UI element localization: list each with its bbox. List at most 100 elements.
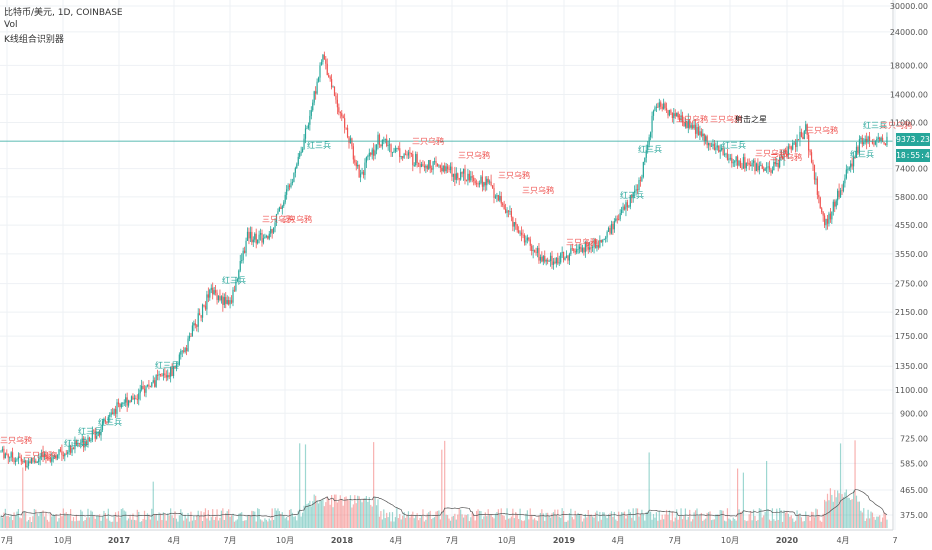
pattern-label: 射击之星 <box>735 114 767 124</box>
volume-bar <box>847 497 849 528</box>
candle-body <box>641 176 643 181</box>
volume-bar <box>571 517 573 528</box>
volume-bar <box>506 508 508 528</box>
volume-bar <box>377 499 379 528</box>
candle-body <box>110 412 112 415</box>
candle-body <box>813 164 816 180</box>
volume-bar <box>293 516 295 528</box>
candle-body <box>219 295 221 301</box>
volume-bar <box>586 517 588 528</box>
volume-bar <box>386 512 388 528</box>
candle-body <box>119 404 121 407</box>
chart-grid <box>0 0 896 530</box>
candle-body <box>217 295 220 300</box>
candle-body <box>228 300 230 305</box>
volume-bar <box>780 510 782 528</box>
volume-bar <box>539 512 541 528</box>
candle-body <box>735 156 737 162</box>
volume-bar <box>394 517 396 528</box>
volume-bar <box>290 508 292 528</box>
volume-bar <box>690 521 692 528</box>
volume-bar <box>597 521 599 528</box>
volume-bar <box>877 516 879 528</box>
candle-body <box>518 230 520 233</box>
candle-body <box>461 172 463 174</box>
candle-body <box>802 136 804 140</box>
pattern-label: 三只乌鸦 <box>458 150 490 160</box>
candle-body <box>664 103 666 109</box>
volume-bar <box>774 520 776 528</box>
candle-body <box>72 448 75 450</box>
volume-bar <box>496 512 498 528</box>
volume-bar <box>80 509 82 528</box>
candle-body <box>837 190 839 201</box>
candle-body <box>629 195 631 207</box>
candle-body <box>610 224 613 234</box>
candle-body <box>291 181 294 184</box>
volume-bar <box>265 519 267 528</box>
candle-body <box>120 403 122 407</box>
candle-body <box>447 166 449 170</box>
volume-bar <box>225 513 227 528</box>
candle-body <box>686 121 688 128</box>
candle-body <box>19 456 21 458</box>
candle-body <box>345 127 347 129</box>
volume-bar <box>428 512 430 528</box>
volume-legend[interactable]: Vol <box>4 20 18 30</box>
price-axis[interactable]: 30000.00 24000.00 18000.00 14000.00 11000.00… <box>890 2 928 520</box>
volume-bar <box>148 514 150 528</box>
volume-bar <box>558 516 560 528</box>
volume-bar <box>631 517 633 528</box>
candle-body <box>757 163 759 171</box>
candle-body <box>551 255 553 265</box>
candle-body <box>557 257 559 264</box>
candle-body <box>373 149 375 156</box>
volume-bar <box>651 519 653 528</box>
candle-body <box>471 176 473 178</box>
candle-body <box>42 452 44 458</box>
candle-body <box>413 165 415 166</box>
volume-bar <box>81 511 83 528</box>
volume-bar <box>113 515 115 528</box>
candle-body <box>832 201 834 212</box>
volume-bar <box>822 513 824 528</box>
candle-body <box>554 261 556 264</box>
candle-body <box>764 168 766 171</box>
candle-body <box>439 165 441 168</box>
candle-body <box>879 137 881 142</box>
symbol-title[interactable]: 比特币/美元, 1D, COINBASE <box>4 8 123 18</box>
candle-body <box>509 211 511 212</box>
volume-bar <box>790 515 792 528</box>
volume-bar <box>876 516 878 528</box>
candle-body <box>766 167 768 169</box>
candle-body <box>13 457 15 462</box>
volume-bar <box>252 511 254 528</box>
volume-bar <box>786 510 788 528</box>
time-axis[interactable]: 7月 10月 2017 4月 7月 10月 2018 4月 7月 10月 2019 4月 7月 10月 20… <box>0 536 897 545</box>
candle-body <box>534 250 536 252</box>
volume-bar <box>361 502 363 528</box>
candle-body <box>109 414 111 417</box>
volume-bar <box>670 520 672 528</box>
volume-bar <box>117 511 120 528</box>
volume-bar <box>826 493 829 528</box>
volume-bar <box>312 501 314 528</box>
volume-bar <box>451 516 453 528</box>
candle-body <box>596 245 598 249</box>
volume-bar <box>273 519 275 528</box>
candle-body <box>402 156 404 158</box>
volume-bar <box>126 520 128 528</box>
candle-body <box>828 213 830 224</box>
volume-bar <box>313 494 315 528</box>
indicator-legend[interactable]: K线组合识别器 <box>4 35 64 45</box>
volume-bar <box>837 490 839 528</box>
volume-bar <box>486 516 488 528</box>
candle-body <box>268 233 270 239</box>
volume-bar <box>22 467 24 528</box>
volume-bar <box>93 515 95 528</box>
volume-bar <box>142 519 144 528</box>
candle-body <box>815 178 817 180</box>
candle-body <box>304 128 307 139</box>
volume-bar <box>370 504 372 528</box>
